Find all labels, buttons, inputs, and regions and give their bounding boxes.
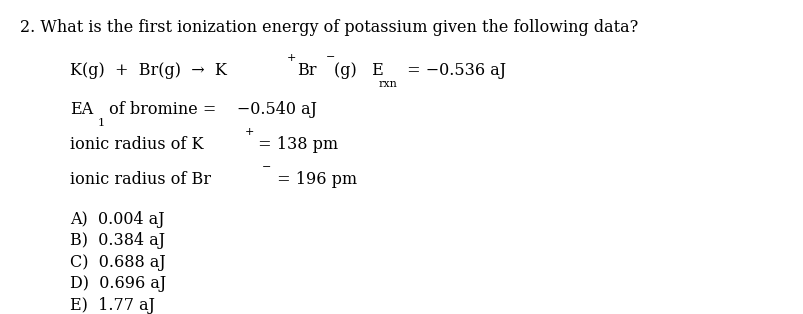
- Text: (g)   E: (g) E: [334, 62, 384, 78]
- Text: D)  0.696 aJ: D) 0.696 aJ: [70, 275, 166, 292]
- Text: −: −: [262, 162, 271, 172]
- Text: C)  0.688 aJ: C) 0.688 aJ: [70, 254, 165, 271]
- Text: Br: Br: [297, 62, 316, 78]
- Text: A)  0.004 aJ: A) 0.004 aJ: [70, 211, 165, 228]
- Text: EA: EA: [70, 101, 93, 118]
- Text: B)  0.384 aJ: B) 0.384 aJ: [70, 232, 165, 249]
- Text: 2. What is the first ionization energy of potassium given the following data?: 2. What is the first ionization energy o…: [20, 19, 638, 36]
- Text: of bromine =    −0.540 aJ: of bromine = −0.540 aJ: [104, 101, 316, 118]
- Text: +: +: [287, 52, 296, 62]
- Text: = 138 pm: = 138 pm: [253, 136, 338, 153]
- Text: = 196 pm: = 196 pm: [271, 171, 357, 188]
- Text: = −0.536 aJ: = −0.536 aJ: [401, 62, 505, 78]
- Text: rxn: rxn: [378, 79, 397, 89]
- Text: +: +: [244, 127, 254, 137]
- Text: ionic radius of Br: ionic radius of Br: [70, 171, 210, 188]
- Text: E)  1.77 aJ: E) 1.77 aJ: [70, 297, 155, 314]
- Text: K(g)  +  Br(g)  →  K: K(g) + Br(g) → K: [70, 62, 226, 78]
- Text: 1: 1: [97, 118, 104, 128]
- Text: ionic radius of K: ionic radius of K: [70, 136, 203, 153]
- Text: −: −: [325, 52, 335, 62]
